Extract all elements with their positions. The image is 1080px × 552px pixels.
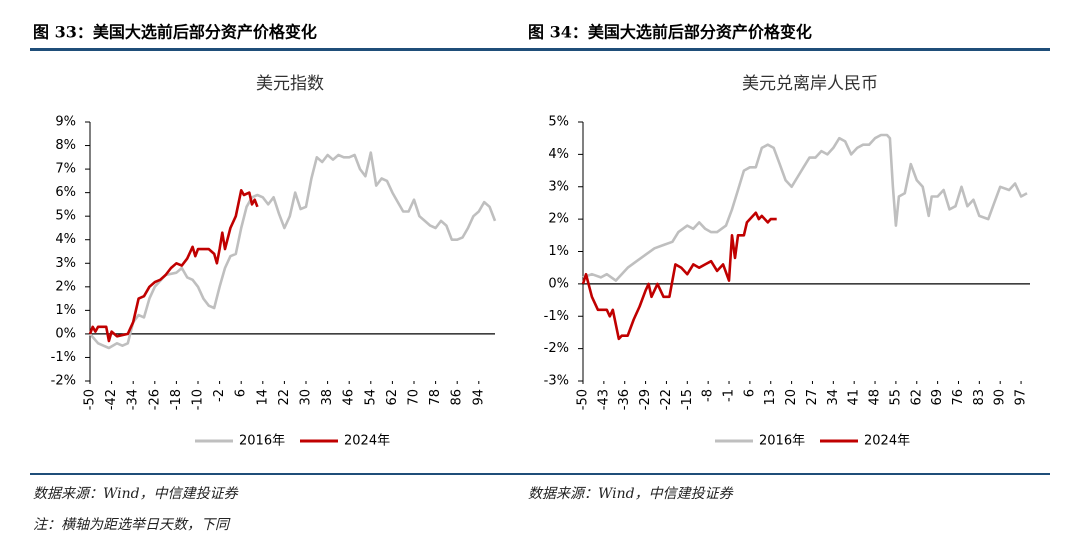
x-tick-label: -43 [596,389,611,410]
series-line [89,151,497,350]
source: 数据来源：Wind，中信建投证券 [33,486,239,502]
chart-title: 美元兑离岸人民币 [742,74,878,94]
y-tick-label: 7% [55,162,76,177]
y-tick-label: 1% [548,244,569,259]
legend-label: 2016年 [759,434,805,449]
series-line [582,133,1028,282]
x-tick-label: 20 [784,389,799,406]
x-tick-label: 41 [847,389,862,406]
y-tick-label: -2% [544,341,569,356]
x-tick-label: 69 [930,389,945,406]
y-tick-label: 6% [55,185,76,200]
x-tick-label: 86 [450,389,465,406]
y-tick-label: 3% [55,256,76,271]
x-tick-label: 22 [277,389,292,406]
y-tick-label: 1% [55,303,76,318]
y-tick-label: 5% [548,115,569,130]
y-tick-label: 2% [55,279,76,294]
x-tick-label: -34 [126,389,141,410]
y-tick-label: -1% [51,350,76,365]
y-tick-label: 5% [55,209,76,224]
x-tick-label: 62 [909,389,924,406]
x-tick-label: 27 [805,389,820,406]
x-tick-label: 70 [407,389,422,406]
x-tick-label: 76 [951,389,966,406]
x-tick-label: -8 [701,389,716,402]
legend-label: 2024年 [864,434,910,449]
x-tick-label: 46 [342,389,357,406]
x-tick-label: -1 [722,389,737,402]
y-tick-label: -3% [544,374,569,389]
x-tick-label: 62 [385,389,400,406]
series-line [581,211,777,341]
x-tick-label: 13 [763,389,778,406]
x-tick-label: -15 [680,389,695,410]
y-tick-label: 0% [55,326,76,341]
x-tick-label: 83 [972,389,987,406]
y-tick-label: 4% [548,147,569,162]
x-tick-label: 14 [255,389,270,406]
footer-rule [30,473,1050,475]
x-tick-label: -26 [147,389,162,410]
x-tick-label: 6 [234,389,249,397]
x-tick-label: 90 [993,389,1008,406]
y-tick-label: 9% [55,115,76,130]
x-tick-label: 6 [742,389,757,397]
note: 注：横轴为距选举日天数，下同 [33,517,231,533]
x-tick-label: 78 [428,389,443,406]
y-tick-label: 4% [55,232,76,247]
x-tick-label: -50 [83,389,98,410]
x-tick-label: -18 [169,389,184,410]
x-tick-label: 30 [299,389,314,406]
x-tick-label: -10 [191,389,206,410]
source: 数据来源：Wind，中信建投证券 [528,486,734,502]
legend-label: 2024年 [344,434,390,449]
x-tick-label: 54 [363,389,378,406]
x-tick-label: 55 [888,389,903,406]
y-tick-label: 0% [548,276,569,291]
x-tick-label: 97 [1014,389,1029,406]
x-tick-label: 34 [826,389,841,406]
caption: 图 34：美国大选前后部分资产价格变化 [528,23,812,42]
y-tick-label: 3% [548,179,569,194]
x-tick-label: -36 [617,389,632,410]
x-tick-label: -29 [638,389,653,410]
header-rule [30,48,1050,51]
chart-title: 美元指数 [256,74,324,94]
x-tick-label: -22 [659,389,674,410]
y-tick-label: 8% [55,138,76,153]
legend-label: 2016年 [239,434,285,449]
series-line [88,189,259,343]
y-tick-label: 2% [548,212,569,227]
x-tick-label: 38 [320,389,335,406]
y-tick-label: -1% [544,309,569,324]
caption: 图 33：美国大选前后部分资产价格变化 [33,23,317,42]
y-tick-label: -2% [51,374,76,389]
x-tick-label: -50 [576,389,591,410]
x-tick-label: -42 [104,389,119,410]
x-tick-label: 48 [868,389,883,406]
x-tick-label: 94 [471,389,486,406]
x-tick-label: -2 [212,389,227,402]
